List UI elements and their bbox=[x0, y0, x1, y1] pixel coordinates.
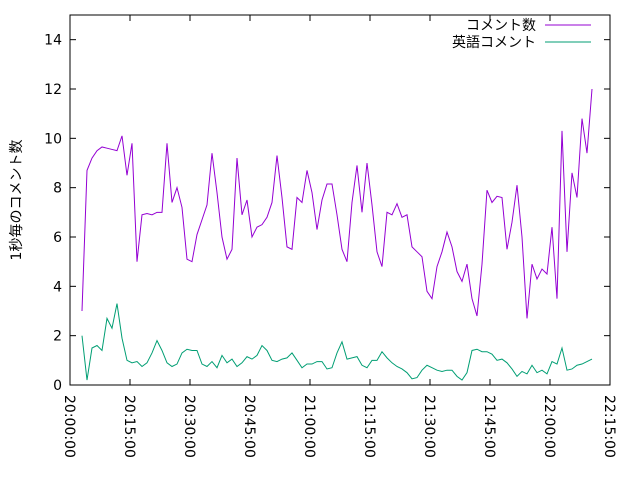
x-tick-label: 20:45:00 bbox=[241, 395, 257, 458]
plot-border bbox=[69, 14, 611, 386]
y-tick-label: 2 bbox=[53, 329, 62, 345]
y-tick-label: 12 bbox=[44, 82, 62, 98]
y-axis-label: 1秒毎のコメント数 bbox=[9, 140, 25, 261]
x-tick-label: 22:00:00 bbox=[541, 395, 557, 458]
y-tick-label: 14 bbox=[44, 33, 62, 49]
x-tick-label: 22:15:00 bbox=[601, 395, 617, 458]
series-line bbox=[81, 303, 593, 381]
x-tick-label: 20:15:00 bbox=[121, 395, 137, 458]
x-tick-label: 21:00:00 bbox=[301, 395, 317, 458]
legend-label: コメント数 bbox=[466, 18, 536, 34]
y-tick-label: 10 bbox=[44, 131, 62, 147]
x-tick-label: 21:45:00 bbox=[481, 395, 497, 458]
y-tick-label: 6 bbox=[53, 230, 62, 246]
series-line bbox=[81, 88, 593, 319]
x-tick-label: 21:30:00 bbox=[421, 395, 437, 458]
x-tick-label: 20:00:00 bbox=[61, 395, 77, 458]
y-tick-label: 8 bbox=[53, 181, 62, 197]
x-tick-label: 20:30:00 bbox=[181, 395, 197, 458]
x-tick-label: 21:15:00 bbox=[361, 395, 377, 458]
y-tick-label: 4 bbox=[53, 279, 62, 295]
legend-label: 英語コメント bbox=[452, 34, 536, 51]
y-tick-label: 0 bbox=[53, 378, 62, 394]
